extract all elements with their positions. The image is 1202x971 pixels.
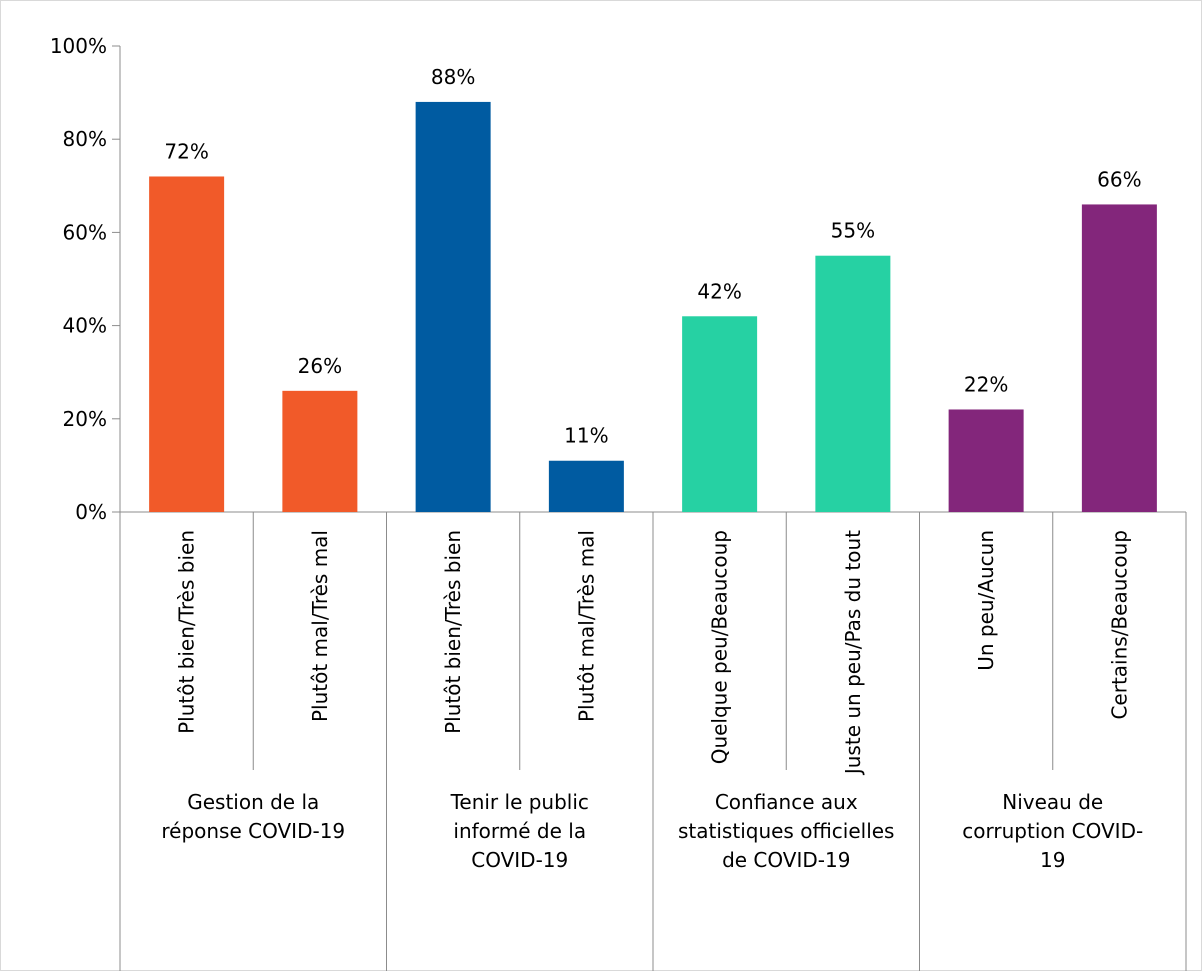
group-label: COVID-19 (471, 848, 568, 872)
category-label: Plutôt bien/Très bien (441, 530, 465, 734)
category-label: Quelque peu/Beaucoup (708, 530, 732, 764)
y-tick-label: 100% (50, 34, 107, 58)
category-label: Plutôt bien/Très bien (175, 530, 199, 734)
bar-value-label: 55% (831, 219, 875, 243)
bar-value-label: 72% (164, 139, 208, 163)
bar-value-label: 42% (697, 279, 741, 303)
group-label: Confiance aux (715, 790, 858, 814)
bar-value-label: 22% (964, 372, 1008, 396)
bar (415, 101, 491, 513)
bar-value-label: 88% (431, 65, 475, 89)
group-label: 19 (1040, 848, 1065, 872)
category-label: Un peu/Aucun (974, 530, 998, 671)
bar-value-label: 26% (298, 354, 342, 378)
y-tick-label: 80% (63, 127, 107, 151)
category-label: Plutôt mal/Très mal (308, 530, 332, 722)
label-layer: 0% 20% 40% 60% 80% 100% 72% Plutôt bien/Très bi… (50, 34, 1143, 872)
y-tick-label: 40% (63, 314, 107, 338)
group-label: statistiques officielles (678, 819, 894, 843)
bar-layer (149, 101, 1157, 513)
group-label: Gestion de la (187, 790, 319, 814)
bar (815, 255, 891, 512)
bar-value-label: 66% (1097, 167, 1141, 191)
group-label: Tenir le public (450, 790, 589, 814)
y-tick-label: 20% (63, 407, 107, 431)
category-label: Juste un peu/Pas du tout (841, 530, 865, 776)
bar-value-label: 11% (564, 424, 608, 448)
bar (682, 316, 758, 512)
axis-layer (112, 45, 1187, 971)
group-label: Niveau de (1002, 790, 1103, 814)
y-tick-label: 0% (75, 500, 107, 524)
group-label: de COVID-19 (722, 848, 850, 872)
bar (1081, 204, 1157, 512)
group-label: réponse COVID-19 (161, 819, 345, 843)
category-label: Certains/Beaucoup (1107, 530, 1131, 720)
y-tick-label: 60% (63, 220, 107, 244)
group-label: corruption COVID- (962, 819, 1143, 843)
bar (282, 390, 358, 512)
bar (548, 460, 624, 512)
group-label: informé de la (453, 819, 586, 843)
category-label: Plutôt mal/Très mal (574, 530, 598, 722)
bar (149, 176, 225, 513)
bar (948, 409, 1024, 512)
